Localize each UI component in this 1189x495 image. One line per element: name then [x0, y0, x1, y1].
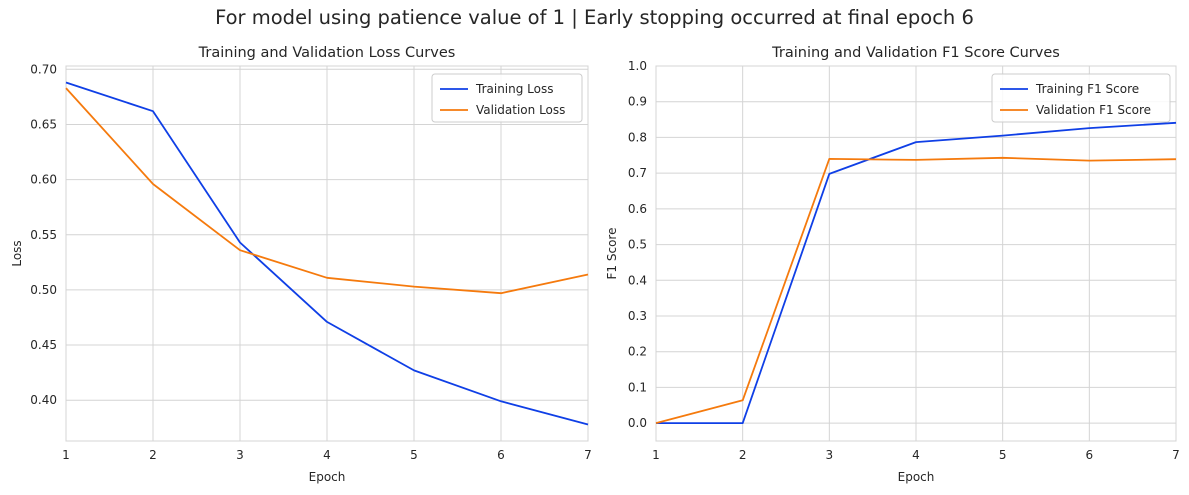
chart-title: Training and Validation Loss Curves — [198, 45, 456, 61]
chart-title: Training and Validation F1 Score Curves — [771, 45, 1060, 61]
y-axis-label: F1 Score — [605, 228, 619, 280]
y-tick-label: 1.0 — [628, 59, 647, 73]
y-tick-label: 0.5 — [628, 238, 647, 252]
x-tick-label: 4 — [912, 448, 920, 462]
y-tick-label: 0.9 — [628, 95, 647, 109]
x-tick-label: 1 — [652, 448, 660, 462]
series-line-training — [656, 121, 1177, 425]
plot-frame — [655, 65, 1177, 442]
legend: Training Loss Validation Loss — [431, 73, 583, 123]
y-tick-label: 0.60 — [30, 173, 57, 187]
x-tick-label: 5 — [410, 448, 418, 462]
x-axis-label: Epoch — [898, 470, 935, 484]
y-tick-label: 0.40 — [30, 393, 57, 407]
y-tick-label: 0.45 — [30, 338, 57, 352]
legend-box — [431, 73, 583, 123]
x-tick-label: 6 — [497, 448, 505, 462]
x-tick-label: 7 — [1172, 448, 1180, 462]
x-tick-label: 1 — [62, 448, 70, 462]
x-tick-label: 2 — [149, 448, 157, 462]
y-tick-label: 0.7 — [628, 166, 647, 180]
x-tick-label: 7 — [584, 448, 592, 462]
y-tick-label: 0.65 — [30, 117, 57, 131]
series-line-validation — [655, 156, 1177, 424]
y-tick-label: 0.3 — [628, 309, 647, 323]
legend: Training F1 Score Validation F1 Score — [991, 73, 1171, 123]
legend-label: Validation Loss — [476, 103, 565, 117]
x-tick-label: 3 — [826, 448, 834, 462]
x-tick-label: 5 — [999, 448, 1007, 462]
figure-title: For model using patience value of 1 | Ea… — [215, 6, 974, 29]
legend-label: Training F1 Score — [1035, 82, 1139, 96]
y-tick-label: 0.1 — [628, 380, 647, 394]
x-axis-label: Epoch — [309, 470, 346, 484]
legend-label: Training Loss — [475, 82, 553, 96]
y-tick-label: 0.70 — [30, 62, 57, 76]
y-tick-label: 0.2 — [628, 345, 647, 359]
x-tick-label: 6 — [1086, 448, 1094, 462]
x-tick-label: 3 — [236, 448, 244, 462]
x-tick-label: 2 — [739, 448, 747, 462]
x-tick-label: 4 — [323, 448, 331, 462]
chart-panel-2: 1 2 3 4 5 6 7 0.0 0.1 0.2 0.3 0.4 0.5 0.6 0.7 0.8 0.9 1.0… — [605, 45, 1180, 484]
legend-box — [991, 73, 1171, 123]
y-tick-label: 0.6 — [628, 202, 647, 216]
chart-panel-1: 1 2 3 4 5 6 7 0.40 0.45 0.50 0.55 0.60 0.65 0.70 Epoch… — [10, 45, 592, 484]
y-tick-label: 0.55 — [30, 228, 57, 242]
y-axis-label: Loss — [10, 240, 24, 266]
y-tick-label: 0.8 — [628, 130, 647, 144]
y-tick-label: 0.4 — [628, 273, 647, 287]
legend-label: Validation F1 Score — [1036, 103, 1151, 117]
y-tick-label: 0.0 — [628, 416, 647, 430]
y-tick-label: 0.50 — [30, 283, 57, 297]
plot-frame — [65, 65, 589, 442]
